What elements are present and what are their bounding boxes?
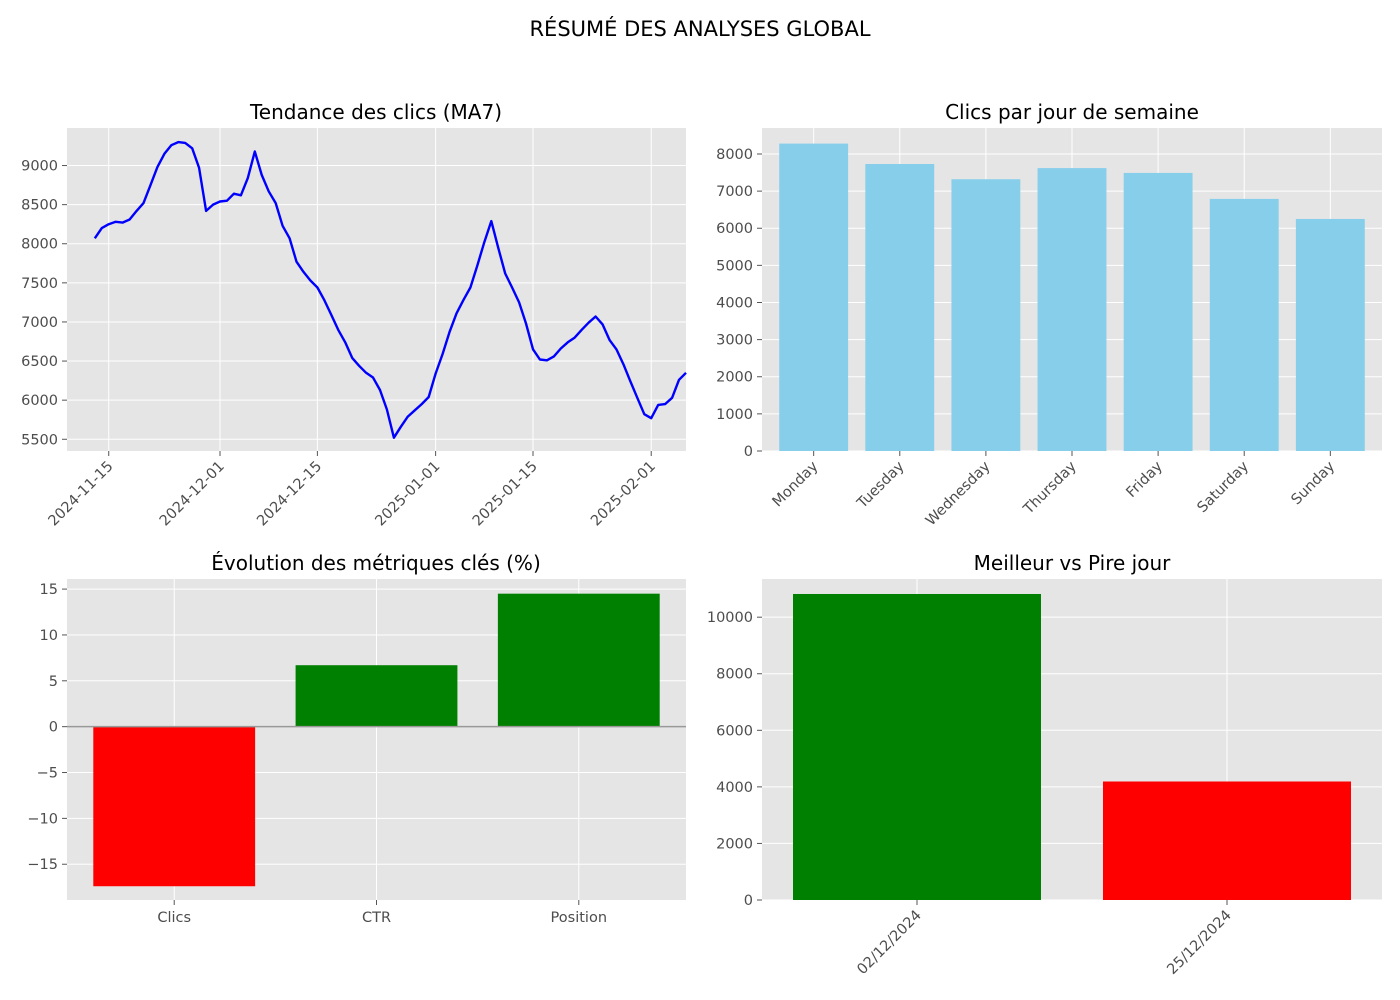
x-tick-label: 2024-11-15 [46,459,117,530]
y-tick-label: 7000 [716,184,753,200]
x-tick-label: 2024-12-01 [157,459,228,530]
bar-tuesday [865,164,935,452]
y-tick-label: 9000 [21,159,58,175]
x-tick-label: CTR [362,910,391,926]
y-tick-label: 5000 [716,258,753,274]
panel-best-worst: Meilleur vs Pire jour 0 2000 4000 6000 8000 1… [707,551,1382,978]
bar-position [497,593,660,727]
figure-title: RÉSUMÉ DES ANALYSES GLOBAL [529,16,870,41]
chart-title: Tendance des clics (MA7) [249,100,502,124]
y-tick-label: 10000 [707,610,753,626]
y-tick-label: 6000 [21,393,58,409]
y-tick-label: 0 [49,720,58,736]
y-tick-label: 5 [49,674,58,690]
x-tick-label: Clics [157,910,191,926]
y-tick-label: −15 [27,857,58,873]
y-tick-label: 6000 [716,723,753,739]
y-tick-label: 4000 [716,295,753,311]
bar-wednesday [951,179,1021,451]
y-tick-label: 6000 [716,221,753,237]
y-tick-label: 10 [40,628,58,644]
y-tick-label: 15 [40,582,58,598]
x-tick-label: Thursday [1020,458,1080,518]
y-tick-label: −5 [37,766,58,782]
bar-worst-day [1103,781,1351,900]
y-tick-label: 8500 [21,198,58,214]
x-tick-label: 02/12/2024 [854,908,924,978]
x-tick-label: Friday [1124,458,1167,501]
y-tick-label: 0 [744,893,753,909]
y-tick-label: 3000 [716,333,753,349]
panel-trend: Tendance des clics (MA7) 5500 6000 6500 700… [21,100,687,530]
x-tick-label: Wednesday [923,458,994,529]
trend-line [93,140,687,439]
bar-best-day [793,593,1041,900]
y-tick-label: 8000 [716,147,753,163]
x-tick-label: Tuesday [854,458,908,512]
x-tick-label: Sunday [1288,458,1338,508]
y-tick-label: 0 [744,444,753,460]
x-tick-label: 2025-01-15 [470,459,541,530]
x-tick-label: Monday [770,458,822,510]
y-tick-label: 4000 [716,780,753,796]
x-tick-label: 2025-02-01 [588,459,659,530]
x-tick-label: 2025-01-01 [373,459,444,530]
y-tick-label: 8000 [716,667,753,683]
y-tick-label: 1000 [716,407,753,423]
panel-weekday: Clics par jour de semaine 0 1000 2000 3000 4… [716,100,1382,529]
y-tick-label: 8000 [21,237,58,253]
chart-title: Clics par jour de semaine [945,100,1199,124]
x-tick-label: 25/12/2024 [1164,908,1234,978]
bar-friday [1123,172,1193,452]
y-tick-label: 7000 [21,315,58,331]
x-tick-label: Saturday [1195,458,1253,516]
bar-monday [779,143,849,451]
y-tick-label: 5500 [21,432,58,448]
bar-sunday [1295,218,1365,451]
y-tick-label: 7500 [21,276,58,292]
bar-saturday [1209,198,1279,451]
y-tick-label: −10 [27,811,58,827]
y-tick-label: 2000 [716,370,753,386]
chart-title: Évolution des métriques clés (%) [211,551,541,575]
bar-thursday [1037,168,1107,451]
bar-clics [93,726,256,887]
x-tick-label: Position [551,910,607,926]
y-tick-label: 6500 [21,354,58,370]
panel-metrics: Évolution des métriques clés (%) 15 10 5 0 −… [27,551,686,926]
x-tick-label: 2024-12-15 [254,459,325,530]
y-tick-label: 2000 [716,836,753,852]
plot-area [67,128,686,451]
chart-title: Meilleur vs Pire jour [974,551,1171,575]
bar-ctr [295,665,458,727]
